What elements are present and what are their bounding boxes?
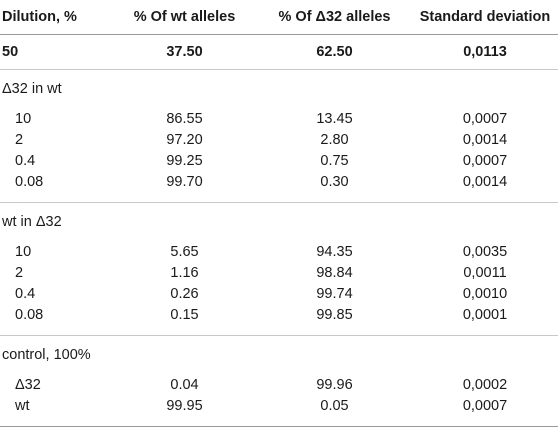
header-dilution: Dilution, % [0,0,112,35]
cell-sd: 0,0007 [462,110,508,127]
group-label: wt in Δ32 [2,214,62,230]
table-row: 0.08 0.15 99.85 0,0001 [0,304,558,325]
cell-wt: 0.04 [170,376,199,393]
group-label: control, 100% [2,347,91,363]
cell-wt: 1.16 [170,264,199,281]
cell-wt: 97.20 [166,131,203,148]
header-d32-alleles: % Of Δ32 alleles [257,0,412,35]
cell-wt: 99.95 [166,397,203,414]
cell-dilution: 10 [15,243,32,260]
cell-sd: 0,0014 [462,131,508,148]
group-label-row: Δ32 in wt [0,70,558,109]
cell-wt: 86.55 [166,110,203,127]
table-row: Δ32 0.04 99.96 0,0002 [0,374,558,395]
cell-sd: 0,0007 [462,397,508,414]
cell-sd: 0,0010 [462,285,508,302]
table-row: 10 5.65 94.35 0,0035 [0,241,558,262]
table-row: 10 86.55 13.45 0,0007 [0,108,558,129]
cell-d32: 98.84 [316,264,353,281]
group-divider [0,192,558,203]
cell-d32: 2.80 [320,131,349,148]
cell-sd: 0,0002 [462,376,508,393]
cell-wt: 0.15 [170,306,199,323]
cell-d32: 99.74 [316,285,353,302]
cell-sd: 0,0035 [462,243,508,260]
group-label-row: wt in Δ32 [0,203,558,242]
cell-sd: 0,0007 [462,152,508,169]
cell-d32: 0.75 [320,152,349,169]
cell-dilution: Δ32 [15,376,41,393]
table-row: 0.08 99.70 0.30 0,0014 [0,171,558,192]
cell-d32: 99.96 [316,376,353,393]
table-row: 50 37.50 62.50 0,0113 [0,34,558,70]
cell-sd: 0,0113 [412,34,558,70]
group-label-row: control, 100% [0,336,558,375]
cell-dilution: 0.08 [15,306,44,323]
cell-dilution: 50 [0,34,112,70]
cell-wt: 0.26 [170,285,199,302]
group-divider [0,325,558,336]
header-standard-deviation: Standard deviation [412,0,558,35]
cell-sd: 0,0001 [462,306,508,323]
cell-d32: 94.35 [316,243,353,260]
cell-wt: 37.50 [112,34,257,70]
group-label: Δ32 in wt [2,81,62,97]
cell-wt: 5.65 [170,243,199,260]
table-bottom-rule [0,416,558,427]
cell-wt: 99.25 [166,152,203,169]
table-row: 0.4 0.26 99.74 0,0010 [0,283,558,304]
cell-dilution: 10 [15,110,32,127]
header-row: Dilution, % % Of wt alleles % Of Δ32 all… [0,0,558,35]
cell-d32: 0.05 [320,397,349,414]
cell-sd: 0,0011 [463,264,507,281]
table-row: wt 99.95 0.05 0,0007 [0,395,558,416]
cell-d32: 13.45 [316,110,353,127]
cell-d32: 62.50 [257,34,412,70]
table-row: 2 97.20 2.80 0,0014 [0,129,558,150]
table-row: 0.4 99.25 0.75 0,0007 [0,150,558,171]
cell-dilution: 0.4 [15,285,36,302]
cell-dilution: 2 [15,264,24,281]
dilution-table: Dilution, % % Of wt alleles % Of Δ32 all… [0,0,558,427]
cell-dilution: 2 [15,131,24,148]
cell-dilution: 0.08 [15,173,44,190]
table-row: 2 1.16 98.84 0,0011 [0,262,558,283]
cell-d32: 99.85 [316,306,353,323]
cell-sd: 0,0014 [462,173,508,190]
cell-dilution: wt [15,397,30,414]
header-wt-alleles: % Of wt alleles [112,0,257,35]
cell-d32: 0.30 [320,173,349,190]
cell-wt: 99.70 [166,173,203,190]
cell-dilution: 0.4 [15,152,36,169]
